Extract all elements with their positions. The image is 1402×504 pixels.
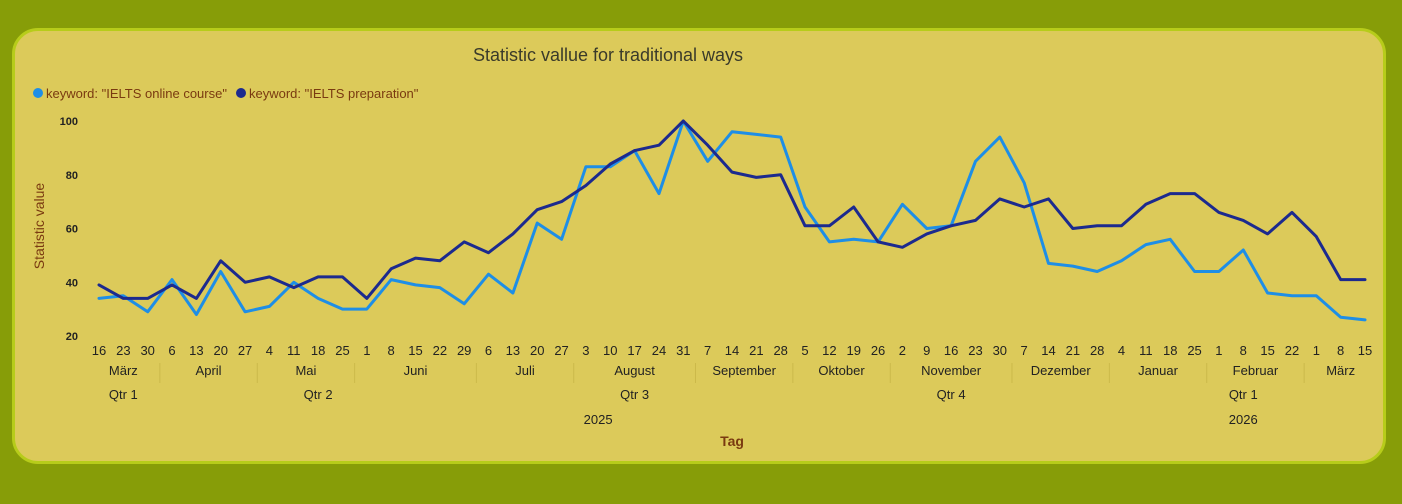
- x-tick-label: 25: [1187, 343, 1201, 358]
- x-tick-label: 9: [923, 343, 930, 358]
- x-tick-label: 15: [408, 343, 422, 358]
- x-tick-label: 19: [846, 343, 860, 358]
- x-tick-label: 13: [189, 343, 203, 358]
- x-quarter-label: Qtr 3: [620, 387, 649, 402]
- x-tick-label: 11: [1139, 343, 1153, 358]
- x-tick-label: 27: [238, 343, 252, 358]
- x-month-label: Oktober: [818, 363, 865, 378]
- x-tick-label: 1: [1313, 343, 1320, 358]
- x-tick-label: 12: [822, 343, 836, 358]
- y-tick-label: 40: [66, 277, 78, 289]
- x-month-label: Januar: [1138, 363, 1178, 378]
- x-tick-label: 6: [485, 343, 492, 358]
- x-axis-title: Tag: [720, 433, 744, 449]
- x-year-label: 2026: [1229, 412, 1258, 427]
- x-tick-label: 11: [287, 343, 301, 358]
- x-month-label: August: [614, 363, 655, 378]
- x-tick-label: 7: [704, 343, 711, 358]
- x-tick-label: 16: [944, 343, 958, 358]
- x-quarter-label: Qtr 1: [1229, 387, 1258, 402]
- x-tick-label: 5: [801, 343, 808, 358]
- x-tick-label: 23: [968, 343, 982, 358]
- x-tick-label: 22: [1285, 343, 1299, 358]
- series-line-preparation: [97, 119, 1367, 300]
- x-tick-label: 21: [749, 343, 763, 358]
- x-month-label: November: [921, 363, 982, 378]
- x-tick-label: 21: [1066, 343, 1080, 358]
- x-tick-label: 24: [652, 343, 666, 358]
- x-tick-label: 28: [773, 343, 787, 358]
- x-tick-label: 4: [266, 343, 273, 358]
- y-tick-label: 100: [60, 116, 78, 128]
- x-tick-label: 28: [1090, 343, 1104, 358]
- legend: keyword: "IELTS online course" keyword: …: [33, 86, 419, 101]
- x-tick-label: 6: [168, 343, 175, 358]
- x-tick-label: 18: [1163, 343, 1177, 358]
- x-tick-label: 25: [335, 343, 349, 358]
- x-tick-label: 17: [627, 343, 641, 358]
- x-tick-label: 7: [1021, 343, 1028, 358]
- x-tick-label: 8: [1240, 343, 1247, 358]
- x-tick-label: 1: [363, 343, 370, 358]
- x-tick-label: 3: [582, 343, 589, 358]
- x-tick-label: 27: [554, 343, 568, 358]
- x-month-label: Juni: [404, 363, 428, 378]
- y-axis-title: Statistic value: [31, 183, 47, 270]
- x-tick-label: 30: [140, 343, 154, 358]
- x-axis: 16 23 30 6 13 20 27 4 11 18 25 1 8 15 22 29 6 13 20 27 3 10 17…: [92, 343, 1372, 427]
- y-tick-label: 80: [66, 170, 78, 182]
- x-tick-label: 18: [311, 343, 325, 358]
- x-tick-label: 22: [433, 343, 447, 358]
- legend-marker-preparation: [236, 88, 246, 98]
- x-year-label: 2025: [584, 412, 613, 427]
- x-tick-label: 20: [530, 343, 544, 358]
- x-quarter-label: Qtr 1: [109, 387, 138, 402]
- legend-marker-online-course: [33, 88, 43, 98]
- x-tick-label: 13: [506, 343, 520, 358]
- x-month-label: Februar: [1233, 363, 1279, 378]
- x-tick-label: 4: [1118, 343, 1125, 358]
- x-month-label: Mai: [295, 363, 316, 378]
- x-month-label: März: [1326, 363, 1355, 378]
- x-tick-label: 20: [213, 343, 227, 358]
- x-tick-label: 8: [388, 343, 395, 358]
- x-quarter-label: Qtr 2: [304, 387, 333, 402]
- line-chart: Statistic vallue for traditional ways ke…: [31, 45, 1372, 449]
- x-tick-label: 15: [1358, 343, 1372, 358]
- x-tick-label: 30: [993, 343, 1007, 358]
- legend-label-preparation: keyword: "IELTS preparation": [249, 86, 419, 101]
- x-tick-label: 23: [116, 343, 130, 358]
- x-tick-label: 14: [1041, 343, 1055, 358]
- x-tick-label: 14: [725, 343, 739, 358]
- x-tick-label: 26: [871, 343, 885, 358]
- y-axis: 20 40 60 80 100: [60, 116, 78, 343]
- x-tick-label: 1: [1215, 343, 1222, 358]
- x-month-label: März: [109, 363, 138, 378]
- x-month-label: September: [712, 363, 776, 378]
- series-line-online-course: [97, 119, 1367, 322]
- x-month-label: Dezember: [1031, 363, 1092, 378]
- x-tick-label: 2: [899, 343, 906, 358]
- chart-card: Statistic vallue for traditional ways ke…: [12, 28, 1386, 464]
- x-tick-label: 16: [92, 343, 106, 358]
- legend-label-online-course: keyword: "IELTS online course": [46, 86, 227, 101]
- y-tick-label: 20: [66, 331, 78, 343]
- x-tick-label: 10: [603, 343, 617, 358]
- x-tick-label: 8: [1337, 343, 1344, 358]
- x-tick-label: 29: [457, 343, 471, 358]
- chart-title: Statistic vallue for traditional ways: [473, 45, 743, 65]
- x-quarter-label: Qtr 4: [937, 387, 966, 402]
- x-month-label: Juli: [515, 363, 535, 378]
- x-month-label: April: [196, 363, 222, 378]
- x-tick-label: 31: [676, 343, 690, 358]
- y-tick-label: 60: [66, 224, 78, 236]
- series-lines: [97, 119, 1367, 322]
- x-tick-label: 15: [1260, 343, 1274, 358]
